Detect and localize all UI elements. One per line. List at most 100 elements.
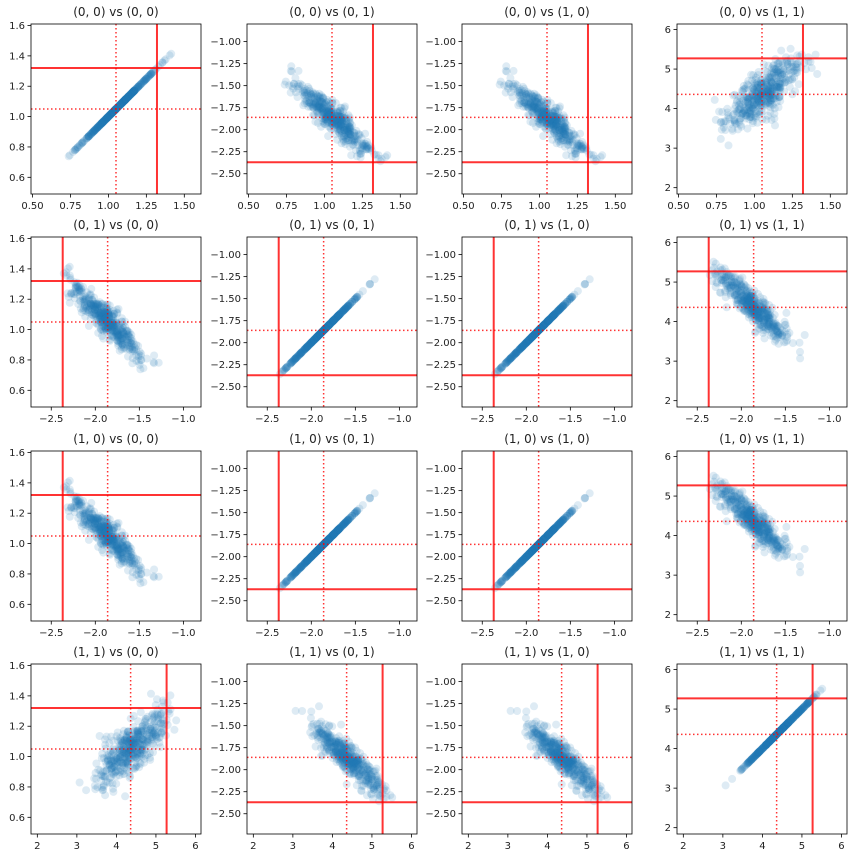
scatter-point xyxy=(533,98,542,107)
scatter-point xyxy=(334,126,343,135)
scatter-point xyxy=(111,328,120,337)
scatter-point xyxy=(555,137,563,146)
scatter-point xyxy=(773,59,782,68)
scatter-point xyxy=(311,99,320,108)
scatter-point xyxy=(533,327,542,336)
scatter-point xyxy=(760,323,769,332)
scatter-point xyxy=(794,80,803,89)
scatter-point xyxy=(765,314,774,323)
scatter-point xyxy=(324,321,333,330)
scatter-point xyxy=(585,150,594,159)
scatter-point xyxy=(754,80,763,89)
scatter-point xyxy=(764,88,773,97)
scatter-point xyxy=(529,331,538,340)
scatter-point xyxy=(91,309,100,318)
scatter-point xyxy=(129,87,138,96)
scatter-point xyxy=(566,294,575,303)
scatter-point xyxy=(302,343,311,352)
scatter-point xyxy=(529,105,538,114)
scatter-point xyxy=(579,141,588,150)
scatter-point xyxy=(782,53,790,62)
scatter-point xyxy=(337,132,346,141)
scatter-point xyxy=(128,88,137,97)
scatter-point xyxy=(773,327,782,336)
scatter-point xyxy=(329,316,338,325)
scatter-point xyxy=(760,334,769,343)
scatter-point xyxy=(515,91,524,100)
scatter-point xyxy=(103,316,112,325)
scatter-point xyxy=(336,106,345,115)
scatter-point xyxy=(778,332,787,341)
scatter-point xyxy=(738,86,746,95)
scatter-point xyxy=(285,81,294,90)
y-tick-label: −2.00 xyxy=(425,125,456,136)
scatter-points xyxy=(490,275,594,379)
scatter-point xyxy=(345,122,354,131)
scatter-point xyxy=(72,144,81,153)
scatter-point xyxy=(740,106,749,115)
scatter-point xyxy=(117,314,126,323)
y-tick-label: −1.75 xyxy=(425,103,456,114)
scatter-point xyxy=(520,340,529,349)
scatter-point xyxy=(772,83,781,91)
scatter-point xyxy=(108,108,117,117)
scatter-point xyxy=(721,117,730,126)
scatter-point xyxy=(341,102,349,111)
scatter-point xyxy=(334,312,342,320)
scatter-point xyxy=(102,114,111,123)
y-tick-label: 1.6 xyxy=(9,448,25,459)
scatter-point xyxy=(569,131,578,140)
scatter-point xyxy=(110,310,118,319)
scatter-point xyxy=(100,313,109,322)
scatter-point xyxy=(325,320,334,329)
scatter-point xyxy=(548,312,557,321)
scatter-point xyxy=(320,325,329,334)
scatter-point xyxy=(130,86,139,95)
scatter-point xyxy=(765,301,773,309)
scatter-point xyxy=(778,70,786,79)
scatter-point xyxy=(737,280,746,289)
scatter-point xyxy=(70,146,79,155)
scatter-point xyxy=(320,325,329,334)
scatter-point xyxy=(94,122,103,131)
scatter-point xyxy=(753,304,762,313)
scatter-point xyxy=(354,130,363,138)
scatter-point xyxy=(327,318,336,327)
scatter-point xyxy=(581,279,590,288)
scatter-point xyxy=(119,97,128,106)
scatter-point xyxy=(89,127,98,136)
scatter-point xyxy=(127,342,136,351)
scatter-point xyxy=(313,96,322,105)
scatter-point xyxy=(557,303,566,312)
scatter-point xyxy=(127,336,136,345)
scatter-point xyxy=(334,311,343,320)
scatter-point xyxy=(84,132,93,141)
scatter-point xyxy=(318,104,327,113)
scatter-point xyxy=(762,86,771,95)
scatter-point xyxy=(65,262,74,271)
scatter-point xyxy=(559,301,568,310)
scatter-point xyxy=(289,356,298,365)
scatter-point xyxy=(548,312,557,321)
scatter-point xyxy=(122,94,131,103)
scatter-point xyxy=(735,275,744,284)
scatter-point xyxy=(523,337,532,346)
y-tick-label: 0.8 xyxy=(9,569,25,580)
scatter-point xyxy=(343,125,352,134)
scatter-point xyxy=(547,313,556,322)
scatter-point xyxy=(111,105,120,114)
scatter-point xyxy=(756,79,765,88)
scatter-point xyxy=(761,309,770,318)
y-tick-label: −2.50 xyxy=(210,596,241,607)
scatter-point xyxy=(101,115,110,124)
scatter-point xyxy=(358,146,367,155)
reference-lines xyxy=(677,24,847,194)
scatter-point xyxy=(112,104,121,113)
scatter-point xyxy=(145,71,154,80)
scatter-point xyxy=(548,135,557,144)
scatter-point xyxy=(316,329,325,338)
scatter-point xyxy=(130,86,139,95)
scatter-point xyxy=(100,319,109,328)
scatter-point xyxy=(315,330,324,339)
scatter-point xyxy=(336,120,345,129)
